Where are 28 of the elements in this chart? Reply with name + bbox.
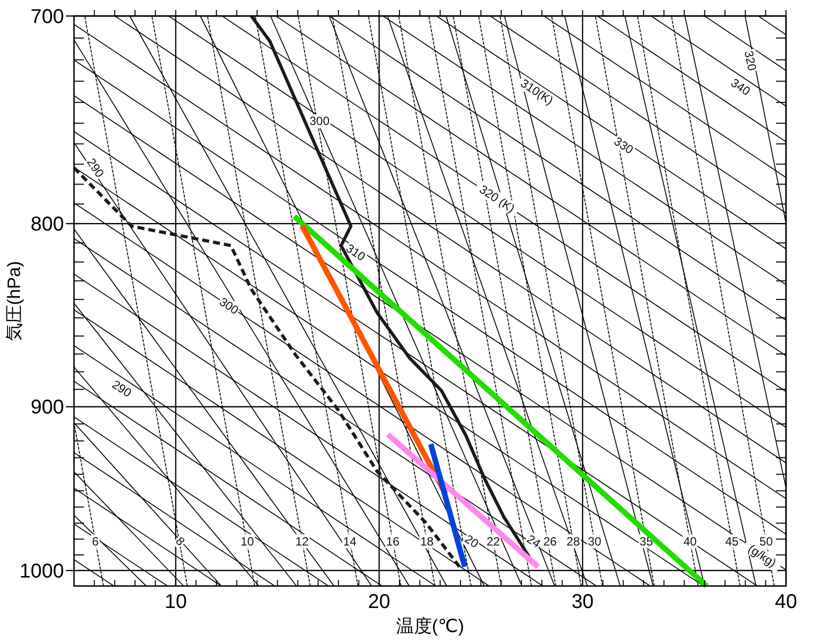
annotation: 28	[566, 534, 580, 548]
annotation: 6	[92, 534, 99, 548]
annotation: 40	[683, 534, 697, 548]
xlabel: 温度(℃)	[396, 616, 464, 636]
annotation: 340	[728, 76, 753, 98]
annotation: 20	[462, 532, 482, 551]
annotation: 22	[486, 534, 500, 548]
annotation: 14	[343, 534, 356, 548]
annotation: 310	[343, 241, 368, 264]
ylabel: 気圧(hPa)	[4, 261, 24, 341]
annotation: 290	[84, 156, 107, 180]
annotation: 290	[110, 377, 134, 400]
annotation: 50	[759, 534, 773, 548]
annotation: 8	[172, 534, 188, 548]
annotation: 12	[295, 534, 309, 548]
annotation: 30	[588, 534, 602, 548]
annotation: 35	[640, 534, 653, 548]
annotation: 320	[742, 50, 760, 72]
annotation: 320 (K)	[476, 182, 518, 216]
annotation: 45	[725, 534, 739, 548]
annotation: 18	[420, 534, 434, 548]
annotation: 300	[309, 114, 330, 128]
annotation: 330	[611, 134, 636, 157]
annotation: 300	[216, 294, 242, 318]
annotation: 24	[524, 532, 544, 551]
annotation: 26	[543, 534, 557, 548]
annotation: 10	[240, 534, 254, 548]
annotation: 16	[386, 534, 400, 548]
